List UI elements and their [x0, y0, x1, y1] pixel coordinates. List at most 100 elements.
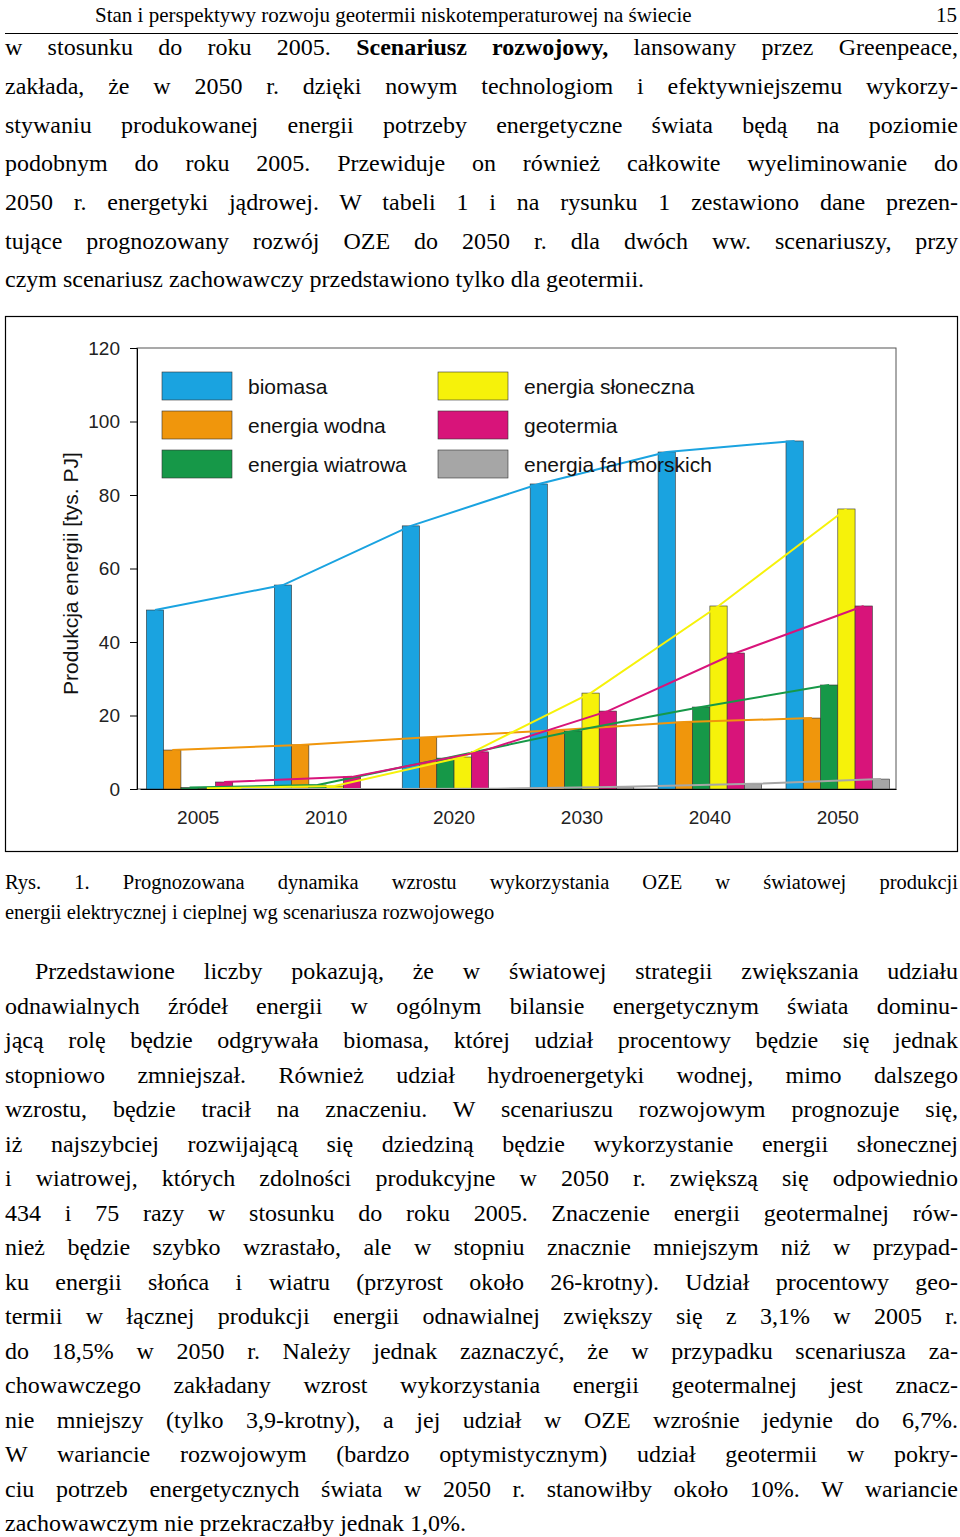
bar — [855, 606, 872, 789]
tick-mark — [130, 422, 137, 423]
chart: 020406080100120200520102020203020402050P… — [0, 0, 960, 1537]
bar — [274, 585, 291, 789]
legend-entry: energia wiatrowa — [162, 450, 407, 478]
tick-label: 120 — [88, 338, 120, 359]
tick-label: 2005 — [177, 807, 219, 828]
tick-label: 20 — [99, 705, 120, 726]
series-line — [241, 779, 881, 789]
tick-mark — [130, 642, 137, 643]
bar — [658, 452, 675, 789]
text-line: chowawczego zakładany wzrost wykorzystan… — [5, 1369, 958, 1403]
y-axis: 0 20 40 60 80 100 120 — [88, 338, 137, 800]
text-line: ku energii słońca i wiatru (przyrost oko… — [5, 1266, 958, 1300]
head-rule — [5, 33, 958, 34]
text-run: w stosunku do roku 2005. — [5, 34, 356, 60]
legend-label: geotermia — [524, 414, 618, 437]
tick-label: 80 — [99, 485, 120, 506]
bar — [786, 441, 803, 789]
bar — [530, 484, 547, 789]
text-line: czym scenariusz zachowawczy przedstawion… — [5, 263, 958, 297]
tick: 2040 — [689, 789, 731, 828]
bar — [821, 685, 838, 789]
text-line: w stosunku do roku 2005. Scenariusz rozw… — [5, 31, 958, 65]
legend: biomasa energia wodna energia wiatrowa ener… — [162, 372, 712, 478]
legend-entry: biomasa — [162, 372, 328, 400]
page: Stan i perspektywy rozwoju geotermii nis… — [0, 0, 960, 1537]
tick-label: 40 — [99, 632, 120, 653]
legend-swatch — [438, 411, 508, 439]
bar — [675, 722, 692, 789]
tick: 0 — [109, 779, 137, 800]
tick: 120 — [88, 338, 137, 359]
bar — [547, 730, 564, 789]
bar — [402, 526, 419, 789]
bar — [582, 693, 599, 789]
text-line: energii elektrycznej i cieplnej wg scena… — [5, 898, 958, 927]
text-line: jącą rolę będzie odgrywała biomasa, któr… — [5, 1024, 958, 1058]
y-axis-title: Produkcja energii [tys. PJ] — [59, 452, 82, 695]
text-line: podobnym do roku 2005. Przewiduje on rów… — [5, 147, 958, 181]
bar — [292, 745, 309, 789]
tick: 2010 — [305, 789, 347, 828]
bar — [146, 610, 163, 789]
plot-marks — [146, 441, 889, 789]
legend-entry: energia wodna — [162, 411, 386, 439]
legend-swatch — [162, 411, 232, 439]
legend-label: energia fal morskich — [524, 453, 712, 476]
tick-label: 0 — [109, 779, 120, 800]
text-line: W wariancie rozwojowym (bardzo optymisty… — [5, 1438, 958, 1472]
tick-label: 100 — [88, 411, 120, 432]
text-line: 2050 r. energetyki jądrowej. W tabeli 1 … — [5, 186, 958, 220]
tick-label: 2040 — [689, 807, 731, 828]
legend-swatch — [438, 372, 508, 400]
legend-swatch — [162, 450, 232, 478]
tick-mark — [130, 569, 137, 570]
text-line: stywaniu produkowanej energii potrzeby e… — [5, 109, 958, 143]
text-line: 434 i 75 razy w stosunku do roku 2005. Z… — [5, 1197, 958, 1231]
text-run: Scenariusz rozwojowy, — [356, 34, 608, 60]
plot-frame — [137, 348, 896, 789]
page-number: 15 — [936, 1, 957, 29]
text-line: zachowawczym nie przekraczałby jednak 1,… — [5, 1507, 958, 1537]
series-bars — [215, 606, 872, 789]
legend-swatch — [162, 372, 232, 400]
bar — [710, 606, 727, 789]
bar — [838, 509, 855, 789]
text-line: wzrostu, będzie tracił na znaczeniu. W s… — [5, 1093, 958, 1127]
legend-entry: geotermia — [438, 411, 618, 439]
series-line — [224, 606, 864, 782]
text-line: tujące prognozowany rozwój OZE do 2050 r… — [5, 225, 958, 259]
text-line: termii w łącznej produkcji energii odnaw… — [5, 1300, 958, 1334]
bar — [693, 707, 710, 789]
tick: 2005 — [177, 789, 219, 828]
axis-line — [130, 349, 138, 790]
legend-entry: energia słoneczna — [438, 372, 695, 400]
tick-mark — [130, 495, 137, 496]
text-run: lansowany przez Greenpeace, — [608, 34, 958, 60]
tick-label: 2050 — [817, 807, 859, 828]
tick-label: 2030 — [561, 807, 603, 828]
tick: 2020 — [433, 789, 475, 828]
series-line — [172, 718, 812, 750]
legend-label: energia wodna — [248, 414, 386, 437]
bar — [803, 718, 820, 789]
text-line: iż najszybciej rozwijającą się dziedziną… — [5, 1128, 958, 1162]
text-line: Rys. 1. Prognozowana dynamika wzrostu wy… — [5, 868, 958, 897]
x-axis: 2005 2010 2020 2030 2040 2050 — [141, 789, 897, 828]
text-line: nież będzie szybko wzrastało, ale w stop… — [5, 1231, 958, 1265]
running-head: Stan i perspektywy rozwoju geotermii nis… — [95, 1, 692, 29]
tick-mark — [130, 789, 137, 790]
tick: 60 — [99, 558, 137, 579]
series-bars — [198, 509, 855, 789]
tick: 40 — [99, 632, 137, 653]
bar — [454, 757, 471, 789]
text-line: odnawialnych źródeł energii w ogólnym bi… — [5, 990, 958, 1024]
tick: 2030 — [561, 789, 603, 828]
tick: 20 — [99, 705, 137, 726]
bar — [565, 731, 582, 789]
tick-label: 2020 — [433, 807, 475, 828]
tick: 100 — [88, 411, 137, 432]
tick-mark — [130, 348, 137, 349]
text-line: zakłada, że w 2050 r. dzięki nowym techn… — [5, 70, 958, 104]
legend-label: energia słoneczna — [524, 375, 695, 398]
